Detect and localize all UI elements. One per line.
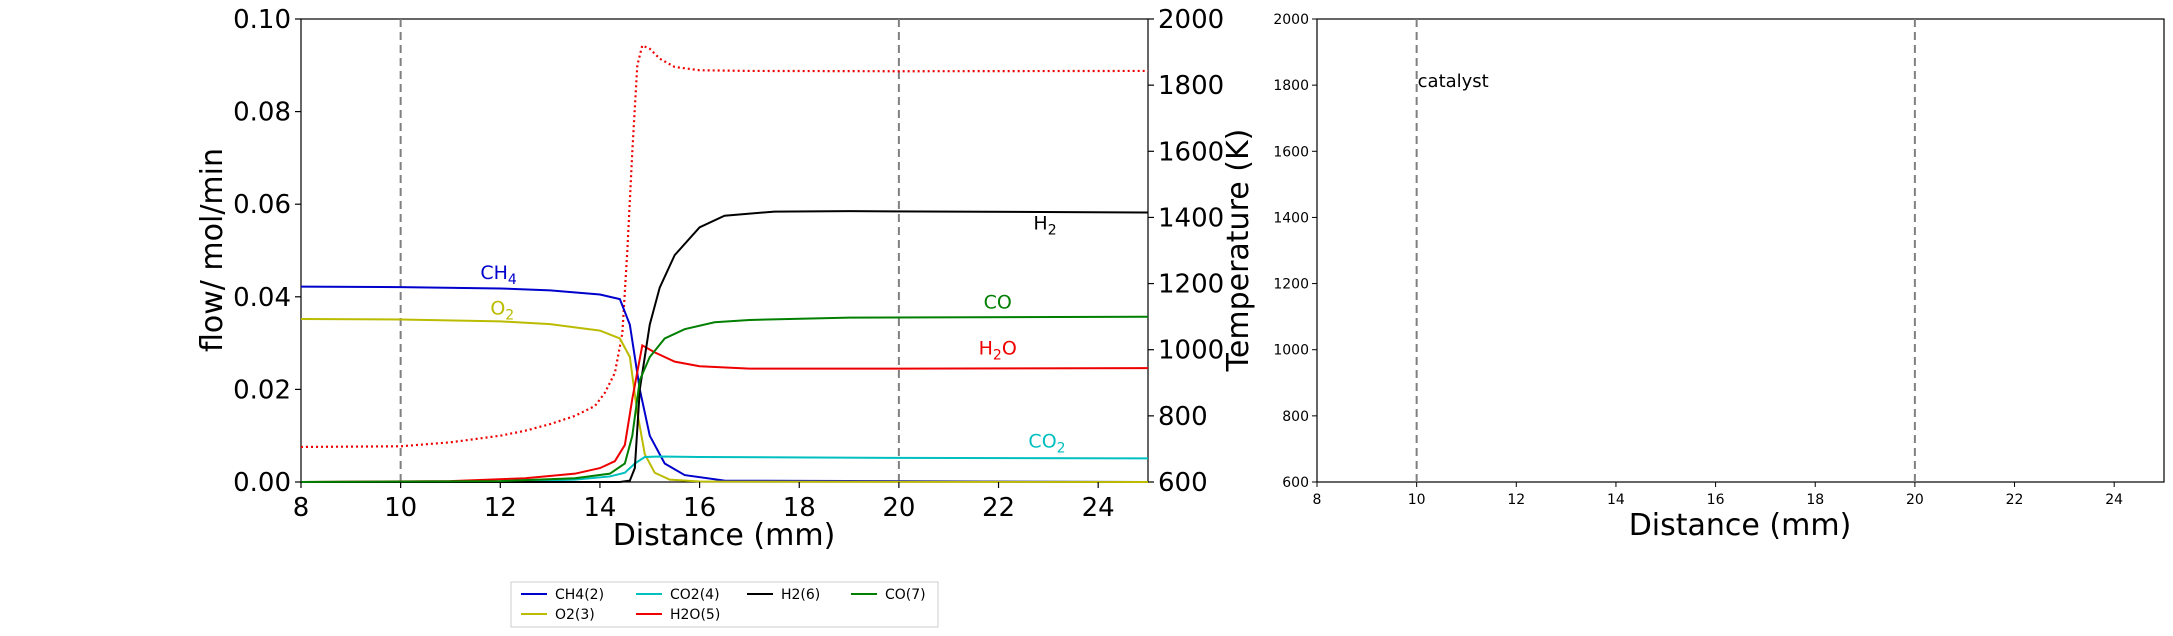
legend-label-h2o-5: H2O(5) [670,607,720,623]
left-y-ticks: 0.00 0.02 0.04 0.06 0.08 0.10 [233,5,301,498]
legend-label-co2-4: CO2(4) [670,587,720,603]
y-right-tick-label: 1200 [1158,270,1224,300]
flow-series [300,210,1149,483]
x-tick-label: 16 [683,493,716,523]
right-y-tick-label: 1800 [1273,78,1309,94]
y-right-tick-label: 2000 [1158,5,1224,35]
series-line-o2-3 [300,318,1149,483]
legend-box [510,581,939,628]
legend-items: CH4(2) O2(3) CO2(4) H2O(5) H2(6) CO(7) [521,587,926,623]
y-tick-label: 0.02 [233,375,291,405]
x-tick-label: 8 [293,493,310,523]
right-x-tick-label: 18 [1806,492,1824,508]
legend-label-co-7: CO(7) [885,587,926,603]
temperature-series [300,43,1149,449]
x-tick-label: 24 [1082,493,1115,523]
left-chart: 8 10 12 14 16 18 20 22 24 0.000.020.040.060.080.… [195,5,1256,553]
left-x-ticks: 8 10 12 14 16 18 20 22 24 [293,482,1115,523]
y-tick-label: 0.00 [233,468,291,498]
series-annotations: H2 CH4 O2 CO H2O CO2 [480,213,1065,457]
right-x-axis-label: Distance (mm) [1629,508,1852,543]
legend-label-o2-3: O2(3) [555,607,595,623]
legend-label-h2-6: H2(6) [781,587,820,603]
right-y-tick-label: 1000 [1273,343,1309,359]
y-tick-label: 0.04 [233,283,291,313]
right-y-tick-label: 2000 [1273,12,1309,28]
left-y-right-axis-label: Temperature (K) [1221,129,1256,373]
right-x-tick-label: 12 [1507,492,1525,508]
x-tick-label: 22 [982,493,1015,523]
y-tick-label: 0.10 [233,5,291,35]
right-x-tick-label: 20 [1906,492,1924,508]
right-plot-frame [1316,18,2165,483]
annotation-h2-6: H2 [1033,213,1056,239]
right-y-tick-label: 1400 [1273,210,1309,226]
y-right-tick-label: 1800 [1158,71,1224,101]
y-tick-label: 0.06 [233,190,291,220]
right-x-ticks: 8 10 12 14 16 18 20 22 24 [1313,482,2123,508]
left-y-right-ticks: 600 800 1000 1200 1400 1600 1800 2000 [1148,5,1224,498]
right-y-tick-label: 1600 [1273,144,1309,160]
right-x-tick-label: 8 [1313,492,1322,508]
left-x-axis-label: Distance (mm) [613,518,836,553]
right-y-tick-label: 600 [1282,475,1309,491]
x-tick-label: 20 [882,493,915,523]
right-x-tick-label: 10 [1408,492,1426,508]
legend: CH4(2) O2(3) CO2(4) H2O(5) H2(6) CO(7) [510,581,939,628]
series-line-h2o-5 [300,343,1149,483]
series-line-co-7 [300,315,1149,483]
right-y-ticks: 600 800 1000 1200 1400 1600 1800 2000 [1273,12,1317,491]
right-x-tick-label: 16 [1707,492,1725,508]
series-line-ch4-2 [300,285,1149,483]
annotation-co-7: CO [984,291,1012,313]
right-chart: 8 10 12 14 16 18 20 22 24 600 800 1000 1200 1400 1600… [1273,12,2165,543]
right-y-tick-label: 1200 [1273,277,1309,293]
x-tick-label: 10 [384,493,417,523]
left-y-axis-label: flow/ mol/min [195,148,230,352]
x-tick-label: 12 [484,493,517,523]
right-x-tick-label: 22 [2006,492,2024,508]
y-tick-label: 0.08 [233,98,291,128]
legend-label-ch4-2: CH4(2) [555,587,604,603]
y-right-tick-label: 800 [1158,402,1208,432]
annotation-h2o-5: H2O [979,338,1017,364]
y-right-tick-label: 1000 [1158,336,1224,366]
catalyst-annotation: catalyst [1418,71,1489,92]
right-x-tick-label: 24 [2105,492,2123,508]
temperature-line [300,43,1149,449]
annotation-co2-4: CO2 [1028,430,1065,456]
annotation-o2-3: O2 [490,297,514,323]
y-right-tick-label: 1400 [1158,203,1224,233]
y-right-tick-label: 1600 [1158,137,1224,167]
x-tick-label: 18 [783,493,816,523]
left-plot-frame [300,18,1149,483]
right-y-tick-label: 800 [1282,409,1309,425]
y-right-tick-label: 600 [1158,468,1208,498]
x-tick-label: 14 [583,493,616,523]
series-line-h2-6 [301,210,1149,483]
annotation-ch4-2: CH4 [480,262,517,288]
right-x-tick-label: 14 [1607,492,1625,508]
